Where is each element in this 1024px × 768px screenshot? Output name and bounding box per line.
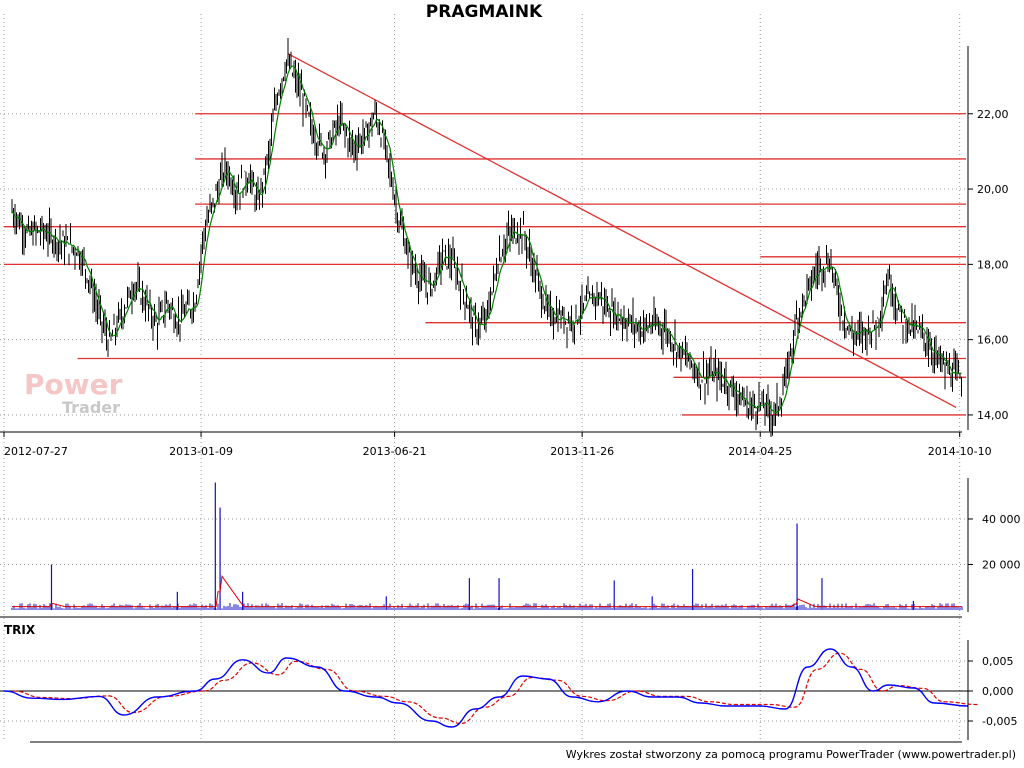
volume-bars — [11, 482, 963, 610]
watermark-line2: Trader — [62, 398, 121, 417]
volume-y-tick-label: 40 000 — [982, 513, 1021, 526]
volume-average-line — [12, 574, 962, 608]
chart-title: PRAGMAINK — [425, 2, 543, 22]
x-tick-label: 2013-06-21 — [363, 445, 427, 458]
trix-y-tick-label: 0,005 — [982, 655, 1014, 668]
x-tick-label: 2013-01-09 — [169, 445, 233, 458]
price-bars — [11, 37, 962, 438]
price-y-tick-label: 14,00 — [977, 409, 1009, 422]
volume-y-tick-label: 20 000 — [982, 558, 1021, 571]
powertrader-watermark: Power Trader — [24, 368, 123, 417]
trend-line — [287, 52, 957, 408]
x-tick-label: 2013-11-26 — [550, 445, 614, 458]
price-y-tick-label: 16,00 — [977, 334, 1009, 347]
trix-panel-label: TRIX — [4, 623, 36, 637]
moving-average-line — [11, 65, 962, 414]
footer-credit: Wykres został stworzony za pomocą progra… — [565, 748, 1016, 761]
watermark-line1: Power — [24, 368, 123, 401]
trix-signal-line — [13, 652, 978, 725]
trix-y-tick-label: -0,005 — [982, 715, 1017, 728]
trix-y-tick-label: 0,000 — [982, 685, 1014, 698]
price-y-tick-label: 22,00 — [977, 108, 1009, 121]
trix-line — [3, 648, 969, 728]
price-y-tick-label: 18,00 — [977, 258, 1009, 271]
x-tick-label: 2014-04-25 — [728, 445, 792, 458]
price-y-tick-label: 20,00 — [977, 183, 1009, 196]
x-tick-label: 2014-10-10 — [928, 445, 992, 458]
x-tick-label: 2012-07-27 — [4, 445, 68, 458]
